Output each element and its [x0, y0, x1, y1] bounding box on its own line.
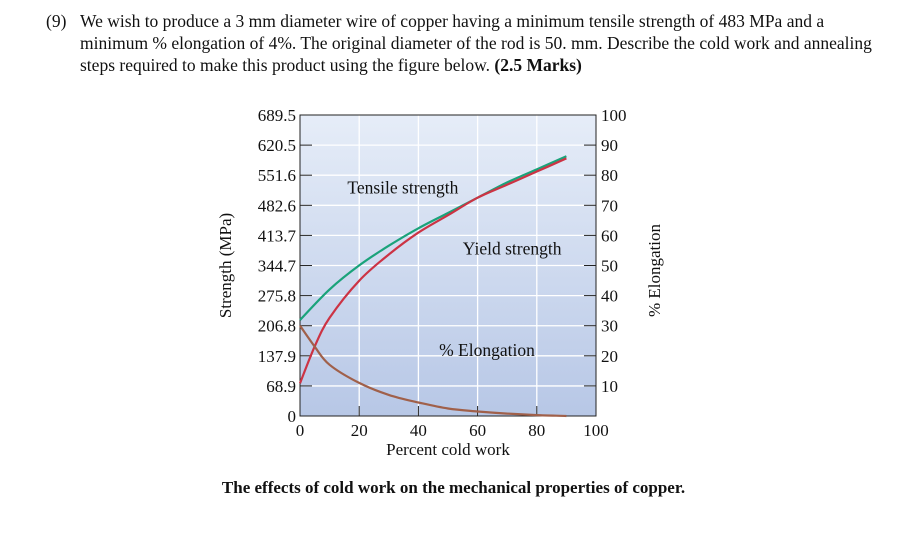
y-right-tick-label: 70: [601, 196, 618, 215]
y-left-tick-label: 0: [288, 407, 297, 426]
y-left-tick-label: 413.7: [258, 226, 297, 245]
y-right-tick-label: 80: [601, 166, 618, 185]
figure-caption: The effects of cold work on the mechanic…: [221, 478, 686, 497]
y-left-tick-label: 689.5: [258, 106, 296, 125]
y-left-tick-label: 344.7: [258, 257, 297, 276]
y-right-tick-label: 90: [601, 136, 618, 155]
y-right-axis-title: % Elongation: [645, 223, 664, 317]
question-body: We wish to produce a 3 mm diameter wire …: [80, 10, 896, 76]
y-right-tick-label: 10: [601, 377, 618, 396]
annotation-elongation: % Elongation: [439, 340, 535, 360]
y-right-tick-label: 20: [601, 347, 618, 366]
series-line-tensile-strength: [299, 155, 567, 321]
question-text: We wish to produce a 3 mm diameter wire …: [80, 11, 872, 75]
question-marks: (2.5 Marks): [494, 55, 582, 75]
y-right-tick-label: 100: [601, 106, 627, 125]
series-line-yield-strength: [298, 157, 567, 384]
y-left-tick-label: 551.6: [258, 166, 296, 185]
y-left-tick-label: 137.9: [258, 347, 296, 366]
question: (9) We wish to produce a 3 mm diameter w…: [46, 10, 896, 76]
y-left-tick-label: 620.5: [258, 136, 296, 155]
y-right-tick-label: 30: [601, 317, 618, 336]
y-left-tick-label: 68.9: [266, 377, 296, 396]
y-left-axis-title: Strength (MPa): [216, 213, 235, 318]
series-line-elongation: [299, 325, 567, 418]
annotation-tensile-strength: Tensile strength: [347, 177, 458, 197]
question-number: (9): [46, 11, 67, 31]
x-axis-title: Percent cold work: [386, 440, 510, 459]
annotation-yield-strength: Yield strength: [463, 238, 562, 258]
y-right-tick-label: 40: [601, 287, 618, 306]
y-right-tick-label: 60: [601, 226, 618, 245]
y-left-tick-label: 275.8: [258, 287, 296, 306]
x-tick-label: 40: [410, 421, 427, 440]
x-tick-label: 0: [296, 421, 305, 440]
x-tick-label: 20: [351, 421, 368, 440]
y-right-tick-label: 50: [601, 257, 618, 276]
y-left-tick-label: 482.6: [258, 196, 296, 215]
x-tick-label: 80: [528, 421, 545, 440]
x-tick-label: 100: [583, 421, 609, 440]
x-tick-label: 60: [469, 421, 486, 440]
y-left-tick-label: 206.8: [258, 317, 296, 336]
